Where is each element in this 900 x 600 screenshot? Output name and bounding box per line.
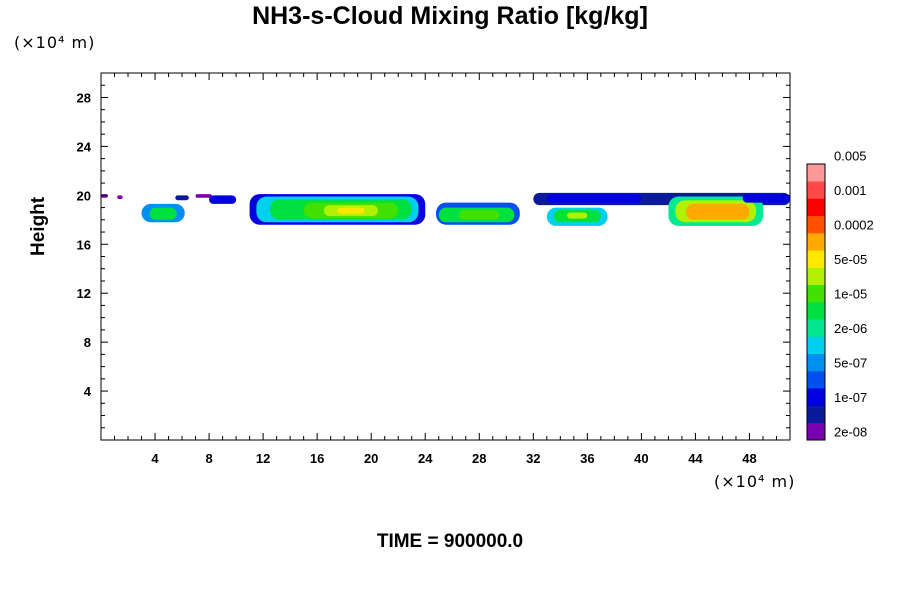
colorbar-swatch-1 (807, 405, 825, 424)
y-tick-label-24: 24 (77, 139, 92, 154)
x-tick-label-24: 24 (418, 451, 433, 466)
colorbar-swatch-4 (807, 353, 825, 372)
time-label: TIME = 900000.0 (376, 531, 524, 552)
cloud-region-12 (337, 207, 365, 214)
colorbar-swatch-2 (807, 388, 825, 406)
x-tick-label-4: 4 (151, 451, 159, 466)
x-tick-label-36: 36 (580, 451, 594, 466)
plot-frame (100, 72, 791, 441)
y-tick-label-12: 12 (77, 286, 91, 301)
x-tick-label-12: 12 (256, 451, 270, 466)
colorbar-swatch-5 (807, 336, 825, 355)
cloud-region-6 (209, 195, 237, 204)
y-tick-label-20: 20 (77, 188, 91, 203)
colorbar-swatch-9 (807, 267, 825, 286)
plot-regions (101, 192, 790, 226)
cloud-region-0 (101, 194, 108, 198)
colorbar-label-1: 1e-07 (834, 390, 867, 405)
x-tick-label-8: 8 (205, 451, 212, 466)
x-tick-label-28: 28 (472, 451, 486, 466)
cloud-region-4 (175, 195, 189, 201)
y-axis-unit: (×10⁴ m) (14, 33, 96, 52)
cloud-region-5 (195, 194, 212, 198)
y-tick-label-16: 16 (77, 237, 91, 252)
x-tick-label-44: 44 (688, 451, 703, 466)
cloud-region-15 (459, 210, 500, 220)
colorbar-label-5: 5e-05 (834, 252, 867, 267)
x-tick-label-16: 16 (310, 451, 324, 466)
cloud-region-23 (685, 203, 750, 220)
colorbar-swatch-11 (807, 233, 825, 251)
colorbar-label-6: 0.0002 (834, 217, 874, 232)
y-tick-label-8: 8 (84, 335, 91, 350)
cloud-region-3 (149, 207, 177, 220)
cloud-region-24 (742, 194, 790, 203)
x-tick-label-48: 48 (742, 451, 756, 466)
colorbar-label-4: 1e-05 (834, 286, 867, 301)
colorbar-swatch-6 (807, 319, 825, 337)
colorbar-label-8: 0.005 (834, 148, 867, 163)
colorbar-swatch-0 (807, 422, 825, 441)
cloud-region-17 (546, 194, 642, 203)
chart-title: NH3-s-Cloud Mixing Ratio [kg/kg] (252, 2, 648, 30)
x-tick-label-40: 40 (634, 451, 648, 466)
colorbar-swatch-3 (807, 371, 825, 389)
colorbar-swatch-8 (807, 284, 825, 303)
colorbar-frame (806, 163, 826, 441)
y-tick-label-4: 4 (84, 384, 92, 399)
cloud-region-20 (567, 212, 588, 219)
colorbar-swatch-10 (807, 250, 825, 268)
colorbar-swatch-14 (807, 181, 825, 199)
colorbar-label-7: 0.001 (834, 183, 867, 198)
colorbar-swatch-15 (807, 164, 825, 182)
colorbar-swatch-7 (807, 302, 825, 320)
colorbar-label-3: 2e-06 (834, 321, 867, 336)
colorbar-swatch-12 (807, 215, 825, 234)
x-tick-label-32: 32 (526, 451, 540, 466)
colorbar: 2e-08 1e-07 5e-07 2e-06 1e-05 5e-05 0.0002 0.00… (806, 148, 874, 441)
colorbar-label-2: 5e-07 (834, 355, 867, 370)
x-axis-unit: (×10⁴ m) (714, 472, 796, 491)
y-tick-label-28: 28 (77, 90, 91, 105)
colorbar-swatch-13 (807, 198, 825, 217)
cloud-region-1 (117, 195, 123, 200)
colorbar-label-0: 2e-08 (834, 424, 867, 439)
x-tick-label-20: 20 (364, 451, 378, 466)
